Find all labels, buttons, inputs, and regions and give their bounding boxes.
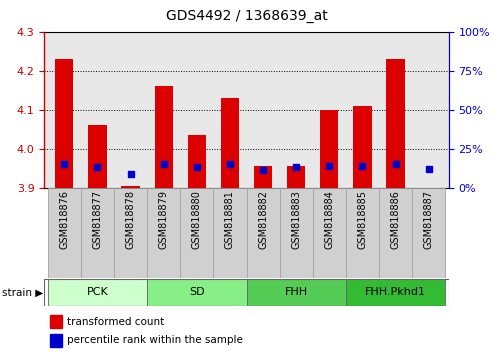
- Bar: [50, 334, 62, 347]
- Text: GSM818886: GSM818886: [390, 190, 401, 249]
- Point: [425, 166, 433, 172]
- Text: GSM818887: GSM818887: [424, 190, 434, 249]
- Point: [226, 161, 234, 167]
- Bar: [254, 166, 272, 188]
- Point: [94, 165, 102, 170]
- Point: [259, 168, 267, 173]
- Bar: [379, 188, 412, 278]
- Text: GSM818885: GSM818885: [357, 190, 367, 249]
- Bar: [346, 188, 379, 278]
- Bar: [246, 188, 280, 278]
- Bar: [313, 188, 346, 278]
- Bar: [154, 86, 173, 188]
- Bar: [353, 106, 372, 188]
- Point: [292, 165, 300, 170]
- Bar: [121, 186, 140, 188]
- Point: [60, 161, 68, 167]
- Text: GSM818876: GSM818876: [59, 190, 69, 249]
- Bar: [81, 188, 114, 278]
- Text: GSM818878: GSM818878: [126, 190, 136, 249]
- Bar: [221, 98, 239, 188]
- Point: [193, 165, 201, 170]
- Text: GSM818879: GSM818879: [159, 190, 169, 249]
- Point: [358, 163, 366, 169]
- Bar: [213, 188, 246, 278]
- Text: percentile rank within the sample: percentile rank within the sample: [67, 335, 243, 346]
- Bar: [287, 166, 305, 188]
- Text: GSM818877: GSM818877: [92, 190, 103, 250]
- Bar: [180, 188, 213, 278]
- Text: strain ▶: strain ▶: [2, 287, 44, 297]
- Bar: [48, 188, 81, 278]
- Bar: [387, 59, 405, 188]
- Text: SD: SD: [189, 287, 205, 297]
- Text: PCK: PCK: [86, 287, 108, 297]
- Bar: [114, 188, 147, 278]
- Bar: [50, 315, 62, 328]
- Bar: [48, 279, 147, 306]
- Point: [391, 161, 399, 167]
- Text: GSM818884: GSM818884: [324, 190, 334, 249]
- Point: [127, 171, 135, 176]
- Bar: [147, 188, 180, 278]
- Text: FHH: FHH: [284, 287, 308, 297]
- Bar: [55, 59, 73, 188]
- Text: GDS4492 / 1368639_at: GDS4492 / 1368639_at: [166, 9, 327, 23]
- Bar: [88, 125, 106, 188]
- Point: [325, 163, 333, 169]
- Bar: [147, 279, 246, 306]
- Point: [160, 161, 168, 167]
- Text: FHH.Pkhd1: FHH.Pkhd1: [365, 287, 426, 297]
- Bar: [246, 279, 346, 306]
- Text: transformed count: transformed count: [67, 316, 164, 327]
- Bar: [320, 110, 339, 188]
- Text: GSM818883: GSM818883: [291, 190, 301, 249]
- Text: GSM818880: GSM818880: [192, 190, 202, 249]
- Bar: [346, 279, 445, 306]
- Bar: [412, 188, 445, 278]
- Text: GSM818882: GSM818882: [258, 190, 268, 249]
- Text: GSM818881: GSM818881: [225, 190, 235, 249]
- Bar: [188, 135, 206, 188]
- Bar: [280, 188, 313, 278]
